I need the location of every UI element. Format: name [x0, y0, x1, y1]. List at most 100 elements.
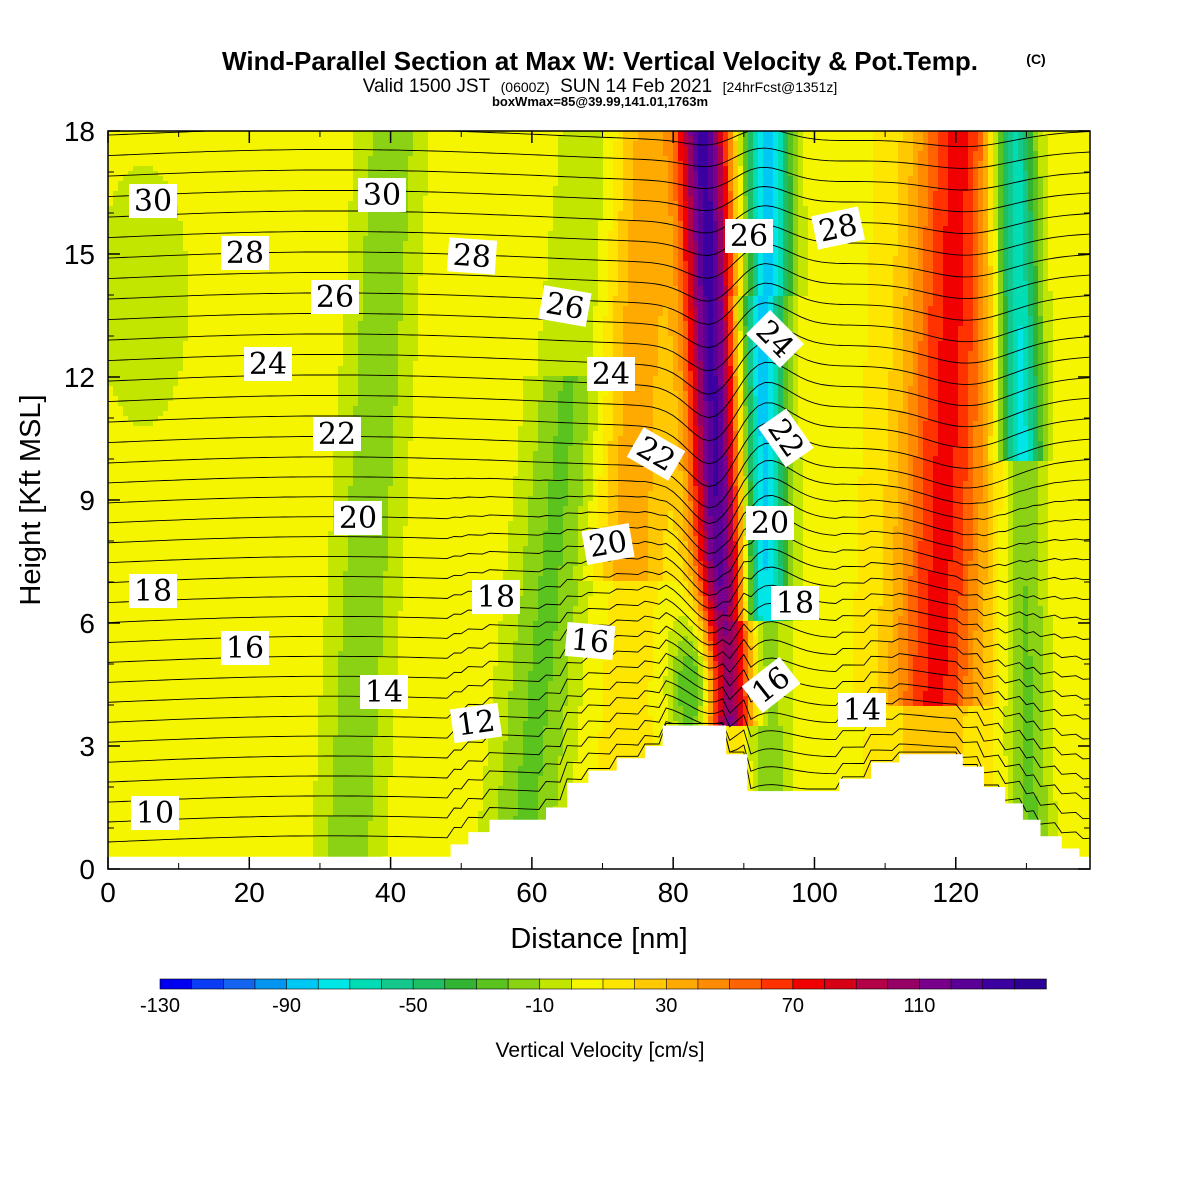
- field-cell: [1083, 161, 1089, 167]
- field-cell: [928, 191, 934, 197]
- field-cell: [278, 146, 284, 152]
- field-cell: [843, 251, 849, 257]
- field-cell: [1048, 141, 1054, 147]
- field-cell: [483, 141, 489, 147]
- field-cell: [138, 231, 144, 237]
- field-cell: [418, 146, 424, 152]
- field-cell: [1063, 241, 1069, 247]
- field-cell: [148, 236, 154, 242]
- field-cell: [348, 211, 354, 217]
- field-cell: [718, 246, 724, 252]
- field-cell: [298, 136, 304, 142]
- field-cell: [1023, 221, 1029, 227]
- field-cell: [913, 236, 919, 242]
- field-cell: [248, 206, 254, 212]
- field-cell: [748, 181, 754, 187]
- field-cell: [878, 196, 884, 202]
- field-cell: [278, 226, 284, 232]
- field-cell: [373, 221, 379, 227]
- field-cell: [603, 156, 609, 162]
- field-cell: [688, 251, 694, 257]
- field-cell: [953, 216, 959, 222]
- field-cell: [988, 186, 994, 192]
- field-cell: [398, 236, 404, 242]
- field-cell: [478, 216, 484, 222]
- field-cell: [203, 176, 209, 182]
- field-cell: [743, 161, 749, 167]
- field-cell: [308, 161, 314, 167]
- field-cell: [988, 146, 994, 152]
- field-cell: [658, 231, 664, 237]
- field-cell: [193, 226, 199, 232]
- field-cell: [738, 206, 744, 212]
- field-cell: [788, 166, 794, 172]
- field-cell: [1048, 166, 1054, 172]
- field-cell: [108, 186, 114, 192]
- field-cell: [123, 196, 129, 202]
- field-cell: [243, 216, 249, 222]
- field-cell: [803, 226, 809, 232]
- field-cell: [223, 131, 229, 137]
- field-cell: [643, 146, 649, 152]
- field-cell: [478, 231, 484, 237]
- field-cell: [318, 156, 324, 162]
- field-cell: [638, 176, 644, 182]
- field-cell: [978, 201, 984, 207]
- field-cell: [108, 166, 114, 172]
- field-cell: [1053, 171, 1059, 177]
- field-cell: [1003, 141, 1009, 147]
- field-cell: [243, 186, 249, 192]
- field-cell: [218, 151, 224, 157]
- field-cell: [908, 141, 914, 147]
- field-cell: [508, 236, 514, 242]
- field-cell: [218, 221, 224, 227]
- field-cell: [178, 216, 184, 222]
- field-cell: [173, 251, 179, 257]
- field-cell: [898, 166, 904, 172]
- field-cell: [808, 236, 814, 242]
- field-cell: [123, 236, 129, 242]
- field-cell: [733, 191, 739, 197]
- field-cell: [643, 161, 649, 167]
- field-cell: [398, 221, 404, 227]
- field-cell: [363, 166, 369, 172]
- field-cell: [1063, 231, 1069, 237]
- field-cell: [118, 171, 124, 177]
- field-cell: [503, 236, 509, 242]
- field-cell: [523, 191, 529, 197]
- field-cell: [788, 181, 794, 187]
- field-cell: [298, 251, 304, 257]
- field-cell: [613, 146, 619, 152]
- field-cell: [863, 251, 869, 257]
- field-cell: [643, 216, 649, 222]
- field-cell: [753, 151, 759, 157]
- field-cell: [1043, 211, 1049, 217]
- field-cell: [968, 241, 974, 247]
- field-cell: [278, 151, 284, 157]
- field-cell: [343, 156, 349, 162]
- field-cell: [598, 136, 604, 142]
- field-cell: [1023, 166, 1029, 172]
- field-cell: [258, 131, 264, 137]
- field-cell: [283, 221, 289, 227]
- field-cell: [408, 181, 414, 187]
- field-cell: [553, 216, 559, 222]
- field-cell: [1043, 226, 1049, 232]
- field-cell: [193, 241, 199, 247]
- field-cell: [168, 231, 174, 237]
- field-cell: [903, 191, 909, 197]
- field-cell: [638, 236, 644, 242]
- field-cell: [698, 156, 704, 162]
- field-cell: [253, 226, 259, 232]
- field-cell: [798, 206, 804, 212]
- field-cell: [548, 161, 554, 167]
- field-cell: [243, 211, 249, 217]
- field-cell: [333, 146, 339, 152]
- field-cell: [268, 251, 274, 257]
- field-cell: [958, 181, 964, 187]
- field-cell: [843, 156, 849, 162]
- field-cell: [523, 136, 529, 142]
- field-cell: [623, 141, 629, 147]
- field-cell: [453, 161, 459, 167]
- field-cell: [193, 151, 199, 157]
